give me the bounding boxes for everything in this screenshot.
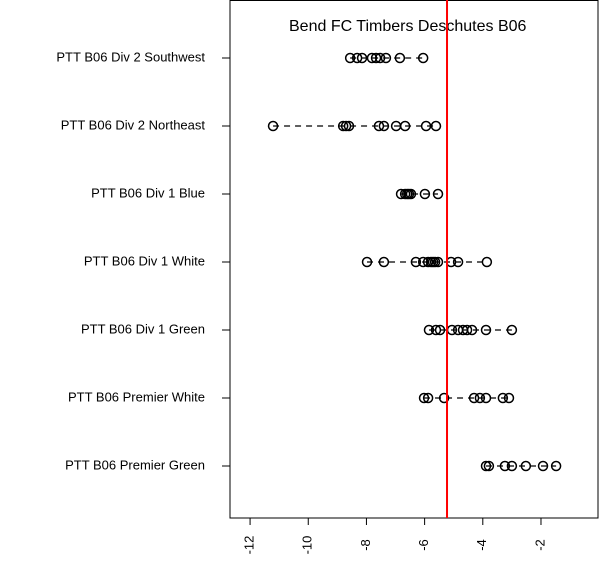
x-tick-label: -10 [300, 536, 315, 555]
x-tick-label: -6 [416, 539, 431, 551]
point [432, 188, 444, 200]
point [480, 392, 492, 404]
chart-title: Bend FC Timbers Deschutes B06 [289, 18, 527, 35]
x-tick-label: -2 [532, 539, 547, 551]
point [370, 52, 382, 64]
point [394, 52, 406, 64]
point [474, 392, 486, 404]
point [422, 256, 434, 268]
point [380, 52, 392, 64]
y-tick-label: PTT B06 Premier Green [65, 457, 205, 472]
point [373, 120, 385, 132]
point [366, 52, 378, 64]
point [481, 256, 493, 268]
point [506, 324, 518, 336]
plot-area: Bend FC Timbers Deschutes B06 [267, 0, 562, 518]
point [468, 392, 480, 404]
point [343, 120, 355, 132]
point [340, 120, 352, 132]
x-tick-label: -8 [358, 539, 373, 551]
point [419, 188, 431, 200]
point [506, 460, 518, 472]
point [497, 392, 509, 404]
y-tick-label: PTT B06 Div 2 Northeast [61, 117, 206, 132]
point [420, 120, 432, 132]
point [483, 460, 495, 472]
point [466, 324, 478, 336]
y-tick-label: PTT B06 Div 2 Southwest [56, 49, 205, 64]
point [480, 460, 492, 472]
y-tick-label: PTT B06 Div 1 White [84, 253, 205, 268]
point [378, 256, 390, 268]
point [503, 392, 515, 404]
point [438, 392, 450, 404]
point [537, 460, 549, 472]
y-tick-label: PTT B06 Div 1 Blue [91, 185, 205, 200]
point [452, 256, 464, 268]
point [432, 256, 444, 268]
x-tick-label: -12 [242, 536, 257, 555]
point [429, 256, 441, 268]
point [430, 324, 442, 336]
y-tick-label: PTT B06 Div 1 Green [81, 321, 205, 336]
point [344, 52, 356, 64]
point [417, 52, 429, 64]
point [499, 460, 511, 472]
point [374, 52, 386, 64]
point [423, 324, 435, 336]
point [399, 120, 411, 132]
point [361, 256, 373, 268]
x-tick-label: -4 [474, 539, 489, 551]
point [434, 324, 446, 336]
point [405, 188, 417, 200]
point [395, 188, 407, 200]
point [378, 120, 390, 132]
point [351, 52, 363, 64]
point [418, 392, 430, 404]
point [267, 120, 279, 132]
point [356, 52, 368, 64]
y-tick-label: PTT B06 Premier White [68, 389, 205, 404]
point [480, 324, 492, 336]
point [410, 256, 422, 268]
point [520, 460, 532, 472]
point [417, 256, 429, 268]
point [430, 120, 442, 132]
point [422, 392, 434, 404]
point [461, 324, 473, 336]
point [337, 120, 349, 132]
plot-frame [229, 0, 599, 519]
point [550, 460, 562, 472]
